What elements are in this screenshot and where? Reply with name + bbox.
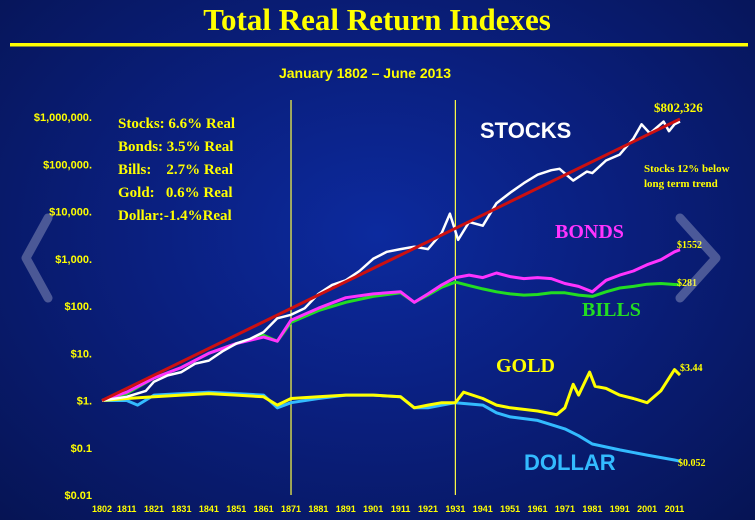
y-tick-label: $0.01 <box>64 490 92 502</box>
x-tick-label: 1871 <box>281 504 301 514</box>
series-line-stocks <box>101 120 681 402</box>
prev-slide-control[interactable] <box>21 213 53 303</box>
trend-line <box>101 117 681 402</box>
x-tick-label: 1971 <box>555 504 575 514</box>
chevron-left-icon[interactable] <box>21 213 53 303</box>
x-tick-label: 1851 <box>226 504 246 514</box>
series-label-stocks: STOCKS <box>480 118 571 143</box>
x-tick-label: 1981 <box>582 504 602 514</box>
stat-gold: Gold: 0.6% Real <box>118 185 233 201</box>
x-tick-label: 1891 <box>336 504 356 514</box>
stat-dollar: Dollar:-1.4%Real <box>118 208 232 224</box>
series-line-gold <box>101 368 682 417</box>
chart-subtitle: January 1802 – June 2013 <box>279 65 451 81</box>
stocks-note-line1: Stocks 12% below <box>644 163 730 175</box>
x-tick-label: 1941 <box>473 504 493 514</box>
x-tick-label: 1931 <box>445 504 465 514</box>
chevron-right-icon[interactable] <box>675 213 721 303</box>
stat-bonds: Bonds: 3.5% Real <box>118 139 233 155</box>
stats-box: Stocks: 6.6% Real Bonds: 3.5% Real Bills… <box>118 116 235 224</box>
x-tick-label: 1951 <box>500 504 520 514</box>
x-tick-label: 1811 <box>117 504 137 514</box>
stat-bills: Bills: 2.7% Real <box>118 162 233 178</box>
y-tick-label: $1,000,000. <box>34 112 92 124</box>
x-tick-label: 1831 <box>171 504 191 514</box>
x-axis-ticks: 1802 1811 1821 1831 1841 1851 1861 1871 1881 1891… <box>92 504 684 514</box>
series-label-bills: BILLS <box>582 299 641 321</box>
vertical-markers <box>290 100 456 495</box>
bills-end-value: $281 <box>677 278 697 289</box>
stat-stocks: Stocks: 6.6% Real <box>118 116 235 132</box>
x-tick-label: 1802 <box>92 504 112 514</box>
x-tick-label: 1881 <box>308 504 328 514</box>
y-tick-label: $1,000. <box>55 254 92 266</box>
x-tick-label: 1841 <box>199 504 219 514</box>
series-line-bonds <box>101 248 681 402</box>
title-underline <box>10 43 748 47</box>
x-tick-label: 2011 <box>665 504 685 514</box>
y-tick-label: $10. <box>71 348 92 360</box>
stocks-note-line2: long term trend <box>644 178 718 190</box>
dollar-end-value: $0.052 <box>678 458 706 469</box>
y-tick-label: $10,000. <box>49 207 92 219</box>
x-tick-label: 1921 <box>418 504 438 514</box>
x-tick-label: 1961 <box>528 504 548 514</box>
series-label-gold: GOLD <box>496 355 555 377</box>
x-tick-label: 1861 <box>254 504 274 514</box>
x-tick-label: 1911 <box>391 504 411 514</box>
stocks-end-value: $802,326 <box>654 100 703 115</box>
y-tick-label: $1. <box>77 396 92 408</box>
y-tick-label: $100,000. <box>43 159 92 171</box>
x-tick-label: 2001 <box>637 504 657 514</box>
series-label-bonds: BONDS <box>555 221 624 243</box>
series-layer <box>101 117 682 463</box>
x-tick-label: 1991 <box>610 504 630 514</box>
gold-end-value: $3.44 <box>680 363 703 374</box>
next-slide-control[interactable] <box>675 213 721 303</box>
chart-title: Total Real Return Indexes <box>203 2 551 37</box>
bonds-end-value: $1552 <box>677 240 702 251</box>
x-tick-label: 1821 <box>144 504 164 514</box>
y-axis-ticks: $1,000,000. $100,000. $10,000. $1,000. $100.… <box>34 112 92 502</box>
x-tick-label: 1901 <box>363 504 383 514</box>
y-tick-label: $0.1 <box>71 443 92 455</box>
y-tick-label: $100. <box>64 301 92 313</box>
series-label-dollar: DOLLAR <box>524 450 616 475</box>
